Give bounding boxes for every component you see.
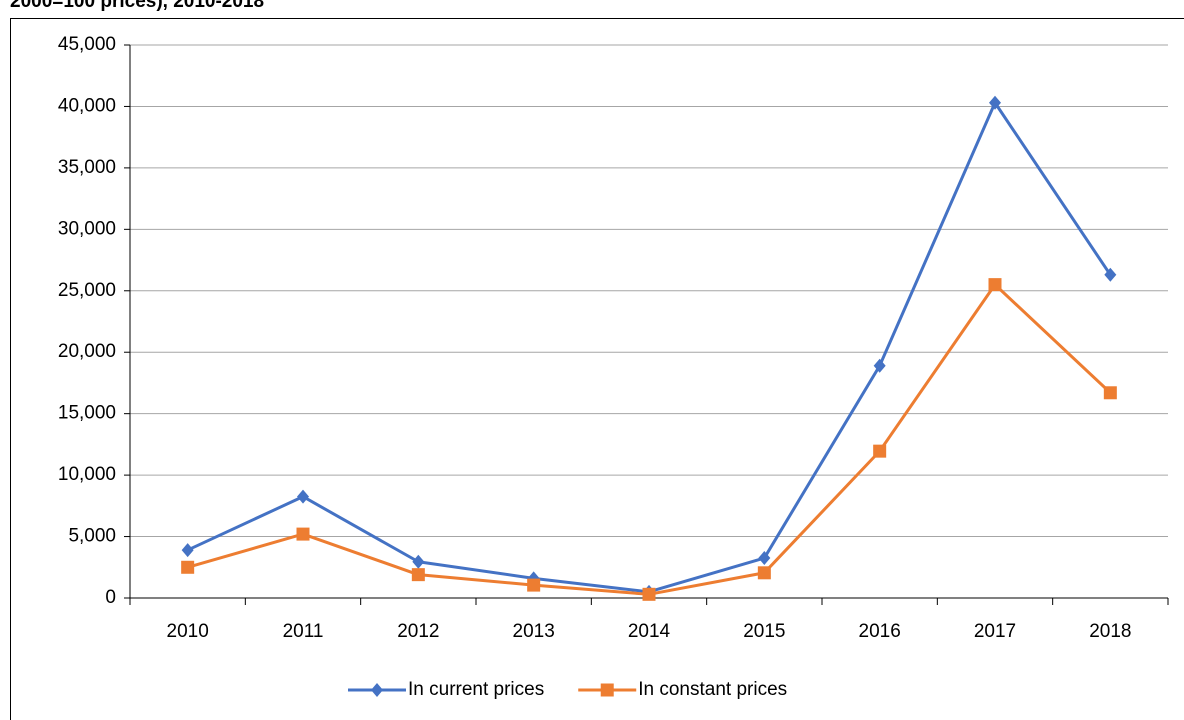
x-tick-label: 2015 — [743, 621, 785, 642]
x-tick-label: 2018 — [1089, 621, 1131, 642]
y-tick-label: 10,000 — [58, 464, 116, 485]
x-tick-label: 2017 — [974, 621, 1016, 642]
data-point — [758, 551, 771, 566]
chart-border — [10, 18, 1184, 720]
x-tick-label: 2013 — [513, 621, 555, 642]
data-point — [297, 489, 309, 504]
data-point — [642, 587, 656, 601]
y-tick-label: 30,000 — [58, 218, 116, 239]
data-point — [757, 566, 771, 580]
series-line — [187, 283, 1112, 596]
legend-marker — [371, 683, 383, 697]
y-tick-label: 35,000 — [58, 157, 116, 178]
y-tick-label: 5,000 — [68, 526, 116, 547]
x-tick-label: 2016 — [859, 621, 901, 642]
x-tick-label: 2014 — [628, 621, 671, 642]
y-tick-label: 45,000 — [58, 34, 116, 55]
data-point — [989, 95, 1001, 110]
legend-label: In current prices — [408, 679, 544, 700]
y-tick-label: 0 — [105, 587, 116, 608]
data-point — [527, 578, 541, 592]
data-point — [296, 527, 310, 541]
chart-title: 2000=100 prices), 2010-2018 — [10, 0, 264, 12]
y-tick-label: 40,000 — [58, 95, 116, 116]
x-tick-label: 2010 — [167, 621, 209, 642]
data-point — [873, 444, 887, 458]
data-point — [988, 278, 1002, 292]
data-point — [181, 543, 194, 558]
legend-label: In constant prices — [638, 679, 787, 700]
data-point — [411, 568, 425, 582]
series-line — [187, 101, 1112, 594]
legend: In current prices In constant prices — [348, 679, 787, 700]
y-tick-label: 20,000 — [58, 341, 116, 362]
y-tick-label: 15,000 — [58, 403, 116, 424]
data-point — [1104, 267, 1117, 282]
data-point — [1103, 386, 1117, 400]
x-tick-label: 2011 — [283, 621, 324, 642]
legend-marker — [600, 683, 614, 697]
data-point — [873, 358, 886, 373]
y-tick-label: 25,000 — [58, 280, 116, 301]
data-point — [412, 554, 425, 569]
x-tick-label: 2012 — [397, 621, 439, 642]
data-point — [181, 560, 195, 574]
